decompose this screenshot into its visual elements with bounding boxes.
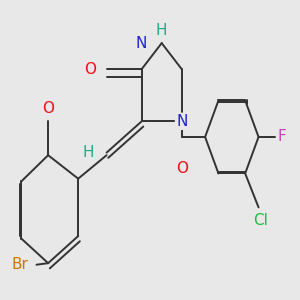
Text: Br: Br [11,257,28,272]
Text: O: O [84,62,96,77]
Text: F: F [278,130,286,145]
Text: H: H [82,145,94,160]
Text: N: N [176,114,188,129]
Text: H: H [156,22,167,38]
Text: O: O [176,161,188,176]
Text: Cl: Cl [253,213,268,228]
Text: O: O [42,101,54,116]
Text: N: N [136,36,147,51]
